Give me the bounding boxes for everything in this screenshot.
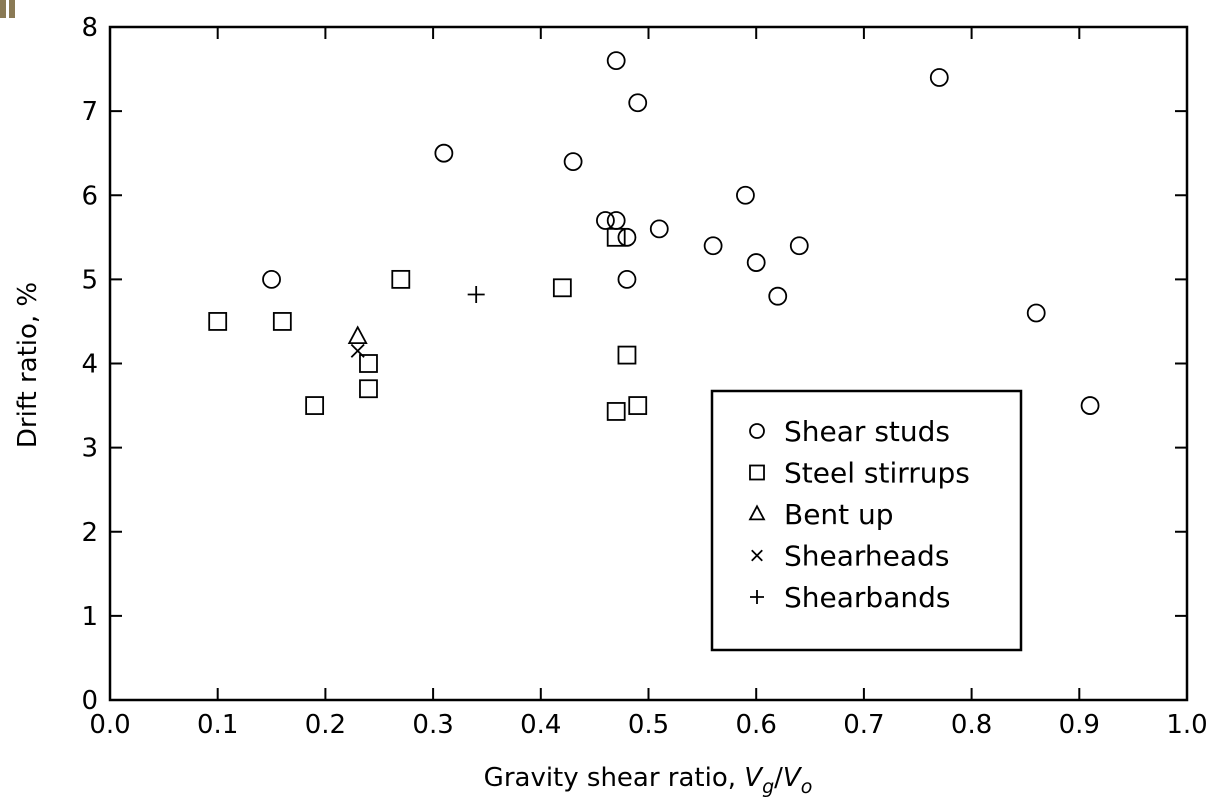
point-circle-0-8	[628, 93, 648, 113]
corner-artifact	[0, 0, 15, 18]
point-circle-0-13	[768, 286, 788, 306]
point-triangle-2-0	[347, 325, 368, 345]
point-square-1-3	[359, 354, 378, 373]
x-tick-label-4: 0.4	[520, 710, 561, 740]
point-square-1-2	[305, 396, 325, 415]
point-circle-0-15	[929, 68, 949, 87]
x-axis-label-sub2: o	[801, 776, 813, 798]
x-tick-label-0: 0.0	[89, 710, 130, 740]
point-square-1-4	[359, 379, 378, 399]
legend-label-0: Shear studs	[784, 415, 950, 448]
point-circle-0-4	[606, 211, 626, 230]
x-tick-label-6: 0.6	[736, 710, 777, 740]
series-steel-stirrups	[208, 227, 648, 421]
x-axis-label-v2: V	[783, 763, 803, 793]
point-x-3-0	[350, 343, 365, 358]
point-circle-0-6	[617, 227, 637, 247]
x-axis-label-v1: V	[744, 763, 764, 793]
point-circle-0-3	[596, 211, 615, 230]
y-tick-label-1: 1	[81, 602, 98, 632]
point-circle-0-17	[1080, 396, 1100, 415]
point-circle-0-5	[606, 51, 626, 71]
legend: Shear studs Steel stirrups Bent up Shearhea…	[710, 389, 1023, 652]
point-square-1-10	[628, 396, 648, 415]
series-shearheads	[350, 343, 365, 358]
legend-entries: Shear studs Steel stirrups Bent up Shearhea…	[748, 415, 970, 614]
y-axis-label: Drift ratio, %	[13, 282, 43, 448]
y-tick-label-8: 8	[81, 13, 98, 43]
point-square-1-0	[208, 312, 228, 331]
legend-label-1: Steel stirrups	[784, 457, 970, 490]
series-shearbands	[467, 286, 485, 304]
point-circle-0-12	[746, 253, 766, 272]
series-shear-studs	[262, 51, 1100, 415]
point-circle-0-14	[789, 236, 809, 256]
axis-ticks	[109, 26, 1188, 701]
x-tick-label-10: 1.0	[1166, 710, 1207, 740]
x-tick-label-9: 0.9	[1059, 710, 1100, 740]
plot-frame	[108, 25, 1189, 702]
point-square-1-1	[272, 312, 292, 331]
x-axis-label: Gravity shear ratio, Vg/Vo	[484, 763, 813, 798]
y-tick-label-7: 7	[81, 97, 98, 127]
data-markers	[208, 51, 1100, 421]
x-axis-label-text: Gravity shear ratio,	[484, 763, 745, 793]
y-tick-label-2: 2	[81, 518, 98, 548]
x-tick-label-7: 0.7	[843, 710, 884, 740]
point-circle-0-9	[649, 219, 669, 239]
x-tick-label-2: 0.2	[305, 710, 346, 740]
point-circle-0-2	[563, 152, 583, 172]
legend-marker-2	[748, 504, 766, 521]
point-circle-0-10	[703, 236, 723, 256]
point-circle-0-1	[434, 143, 454, 163]
legend-marker-4	[750, 590, 764, 604]
legend-marker-0	[749, 423, 765, 439]
x-tick-label-8: 0.8	[951, 710, 992, 740]
legend-marker-1	[749, 464, 765, 481]
point-square-1-5	[391, 269, 411, 289]
x-axis-label-sub1: g	[762, 776, 774, 798]
series-bent-up	[347, 325, 368, 345]
legend-label-4: Shearbands	[784, 581, 950, 614]
x-tick-label-5: 0.5	[628, 710, 669, 740]
point-square-1-9	[606, 402, 626, 421]
legend-label-3: Shearheads	[784, 540, 949, 573]
point-square-1-6	[552, 278, 572, 298]
point-circle-0-7	[617, 269, 637, 289]
legend-box	[710, 389, 1023, 652]
point-circle-0-11	[736, 185, 755, 205]
point-plus-4-0	[467, 286, 485, 304]
point-square-1-7	[606, 227, 626, 247]
legend-marker-3	[751, 549, 763, 562]
point-circle-0-0	[262, 269, 281, 289]
point-square-1-8	[617, 345, 637, 365]
y-tick-label-6: 6	[81, 181, 98, 211]
y-tick-label-4: 4	[81, 350, 98, 380]
y-tick-label-3: 3	[81, 434, 98, 464]
y-tick-label-0: 0	[81, 686, 98, 716]
x-axis-label-slash: /	[774, 763, 783, 793]
x-tick-label-1: 0.1	[197, 710, 238, 740]
legend-label-2: Bent up	[784, 498, 894, 531]
x-tick-label-3: 0.3	[412, 710, 453, 740]
axis-tick-labels: 0.0 0.1 0.2 0.3 0.4 0.5 0.6 0.7 0.8 0.9 1.0 0 1 2 3 4 5 6…	[81, 13, 1207, 740]
point-circle-0-16	[1026, 303, 1046, 323]
y-tick-label-5: 5	[81, 265, 98, 295]
